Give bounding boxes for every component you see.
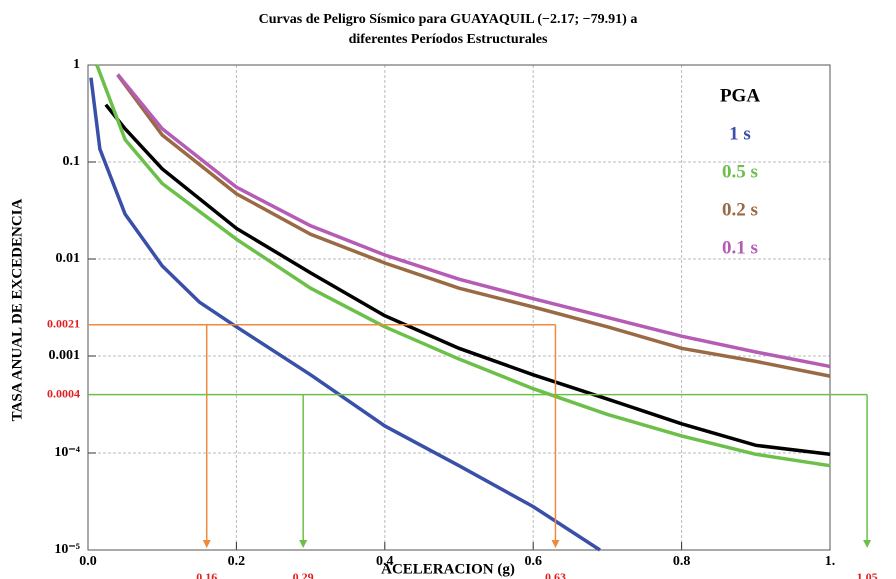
series-line: [116, 73, 831, 369]
x-tick-label: 0.8: [673, 554, 691, 569]
reference-x-label: 0.29: [293, 570, 314, 579]
x-tick-label: 0.6: [524, 554, 542, 569]
y-tick-label: 0.01: [56, 251, 81, 266]
reference-x-label: 0.63: [545, 570, 566, 579]
plot-frame: [87, 64, 831, 551]
legend-label: PGA: [720, 85, 760, 106]
legend-label: 1 s: [729, 123, 751, 144]
reference-x-label: 0.16: [196, 570, 217, 579]
x-tick-label: 0.2: [228, 554, 246, 569]
y-tick-label: 10⁻⁵: [54, 542, 80, 557]
series-line: [95, 64, 831, 468]
y-tick-label: 1: [73, 57, 80, 72]
arrow-head: [863, 540, 872, 548]
x-axis-label: ACELERACION (g): [381, 561, 515, 577]
legend-label: 0.1 s: [722, 237, 758, 258]
legend-label: 0.2 s: [722, 199, 758, 220]
y-axis-label: TASA ANUAL DE EXCEDENCIA: [9, 198, 25, 421]
chart-title: Curvas de Peligro Sísmico para GUAYAQUIL…: [259, 12, 638, 27]
x-tick-label: 0.4: [376, 554, 394, 569]
reference-x-label: 1.05: [857, 570, 878, 579]
y-tick-label: 0.001: [49, 348, 81, 363]
series-line: [116, 73, 831, 378]
arrow-head: [202, 540, 211, 548]
chart-title: diferentes Períodos Estructurales: [349, 32, 548, 47]
reference-y-label: 0.0021: [47, 316, 80, 330]
x-tick-label: 1.: [825, 554, 836, 569]
x-tick-label: 0.0: [79, 554, 97, 569]
y-tick-label: 0.1: [63, 154, 81, 169]
legend-label: 0.5 s: [722, 161, 758, 182]
reference-y-label: 0.0004: [47, 386, 80, 400]
arrow-head: [551, 540, 560, 548]
y-tick-label: 10⁻⁴: [54, 445, 80, 460]
arrow-head: [299, 540, 308, 548]
series-line: [89, 77, 601, 552]
series-line: [104, 103, 831, 457]
